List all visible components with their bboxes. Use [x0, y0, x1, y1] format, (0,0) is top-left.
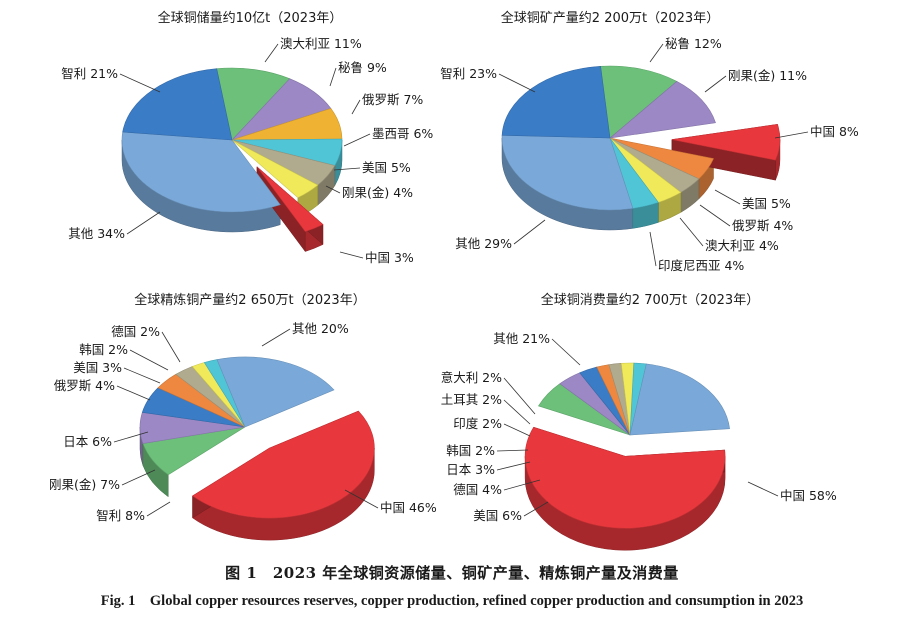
pie-slice: [122, 68, 233, 141]
slice-label: 俄罗斯 4%: [54, 378, 115, 393]
slice-label: 墨西哥 6%: [372, 126, 433, 141]
leader-line: [333, 167, 361, 171]
slice-label: 中国 8%: [810, 124, 859, 139]
slice-label: 其他 21%: [493, 331, 550, 346]
leader-line: [699, 204, 731, 227]
leader-line: [161, 331, 181, 363]
pie-chart-1: 全球铜储量约10亿t（2023年） 澳大利亚 11% 秘鲁 9% 俄罗斯 7% 墨西哥 …: [61, 10, 433, 265]
leader-line: [523, 501, 549, 517]
leader-line: [146, 501, 171, 517]
slice-label: 韩国 2%: [79, 342, 128, 357]
pie-slice: [671, 124, 781, 161]
figure-caption-en: Fig. 1 Global copper resources reserves,…: [100, 593, 804, 609]
slice-label: 智利 23%: [440, 66, 497, 81]
leader-line: [714, 189, 741, 205]
slice-label: 其他 29%: [455, 236, 512, 251]
chart-title: 全球精炼铜产量约2 650万t（2023年）: [134, 292, 365, 308]
pie-slice: [600, 65, 678, 139]
pie-charts-figure: 全球铜储量约10亿t（2023年） 澳大利亚 11% 秘鲁 9% 俄罗斯 7% 墨西哥 …: [49, 10, 859, 551]
leader-line: [344, 489, 379, 509]
leader-line: [261, 328, 291, 347]
pie-slice: [121, 131, 281, 213]
slice-label: 刚果(金) 4%: [342, 185, 413, 200]
leader-line: [649, 43, 664, 63]
leader-line: [343, 133, 371, 147]
pie-chart-2: 全球铜矿产量约2 200万t（2023年） 秘鲁 12% 刚果(金) 11% 中国 8…: [440, 10, 859, 273]
leader-line: [747, 481, 779, 497]
pie-slice: [501, 134, 634, 211]
leader-line: [113, 431, 149, 443]
slice-label: 德国 2%: [111, 324, 160, 339]
leader-line: [496, 449, 529, 452]
leader-line: [503, 479, 541, 491]
pie-slice: [629, 363, 730, 436]
slice-label: 其他 20%: [292, 321, 349, 336]
pie-slice: [501, 65, 611, 139]
leader-line: [119, 73, 161, 93]
pie-slice: [524, 426, 726, 529]
leader-line: [513, 219, 546, 245]
slice-label: 澳大利亚 11%: [280, 36, 362, 51]
slice-label: 美国 5%: [742, 196, 791, 211]
pie-slice: [231, 139, 319, 199]
slice-label: 澳大利亚 4%: [705, 238, 779, 253]
chart-title: 全球铜储量约10亿t（2023年）: [158, 10, 343, 26]
slice-label: 智利 21%: [61, 66, 118, 81]
slice-label: 土耳其 2%: [441, 392, 502, 407]
leader-line: [498, 73, 536, 93]
chart-title: 全球铜消费量约2 700万t（2023年）: [541, 292, 759, 308]
slice-label: 俄罗斯 4%: [732, 218, 793, 233]
slice-label: 日本 6%: [63, 434, 112, 449]
figure-caption-cn: 图 1 2023 年全球铜资源储量、铜矿产量、精炼铜产量及消费量: [225, 564, 679, 582]
slice-label: 美国 5%: [362, 160, 411, 175]
pie-slice: [216, 67, 291, 141]
leader-line: [551, 338, 581, 366]
slice-label: 日本 3%: [446, 462, 495, 477]
slice-label: 中国 3%: [365, 250, 414, 265]
slice-label: 美国 6%: [473, 508, 522, 523]
slice-label: 韩国 2%: [446, 443, 495, 458]
leader-line: [325, 185, 341, 194]
slice-label: 刚果(金) 11%: [728, 68, 807, 83]
slice-label: 中国 58%: [780, 488, 837, 503]
leader-line: [264, 43, 279, 63]
leader-line: [774, 131, 809, 139]
leader-line: [503, 423, 531, 437]
slice-label: 印度 2%: [453, 416, 502, 431]
pie-chart-3: 全球精炼铜产量约2 650万t（2023年） 中国 46% 智利 8% 刚果(金) 7…: [49, 292, 437, 541]
slice-label: 德国 4%: [453, 482, 502, 497]
slice-label: 其他 34%: [68, 226, 125, 241]
chart-title: 全球铜矿产量约2 200万t（2023年）: [501, 10, 719, 26]
slice-label: 美国 3%: [73, 360, 122, 375]
slice-label: 刚果(金) 7%: [49, 477, 120, 492]
leader-line: [704, 75, 727, 93]
slice-label: 俄罗斯 7%: [362, 92, 423, 107]
leader-line: [351, 99, 361, 115]
leader-line: [503, 399, 531, 425]
leader-line: [126, 211, 161, 235]
leader-line: [503, 377, 536, 415]
pie-slice: [192, 410, 375, 519]
pie-chart-4: 全球铜消费量约2 700万t（2023年） 中国 58% 美国 6% 德国 4% 日本 …: [441, 292, 837, 551]
leader-line: [121, 469, 156, 486]
leader-line: [123, 367, 161, 384]
leader-line: [496, 461, 531, 471]
pie-slice: [256, 166, 324, 232]
slice-label: 印度尼西亚 4%: [658, 258, 744, 273]
slice-label: 智利 8%: [96, 508, 145, 523]
pie-slice: [609, 81, 716, 139]
slice-label: 意大利 2%: [441, 370, 502, 385]
slice-label: 中国 46%: [380, 500, 437, 515]
leader-line: [129, 349, 169, 371]
leader-line: [649, 231, 657, 267]
slice-label: 秘鲁 12%: [665, 36, 722, 51]
pie-slice: [216, 356, 335, 428]
leader-line: [679, 217, 704, 247]
leader-line: [329, 67, 337, 87]
leader-line: [339, 251, 364, 259]
leader-line: [116, 385, 151, 401]
slice-label: 秘鲁 9%: [338, 60, 387, 75]
